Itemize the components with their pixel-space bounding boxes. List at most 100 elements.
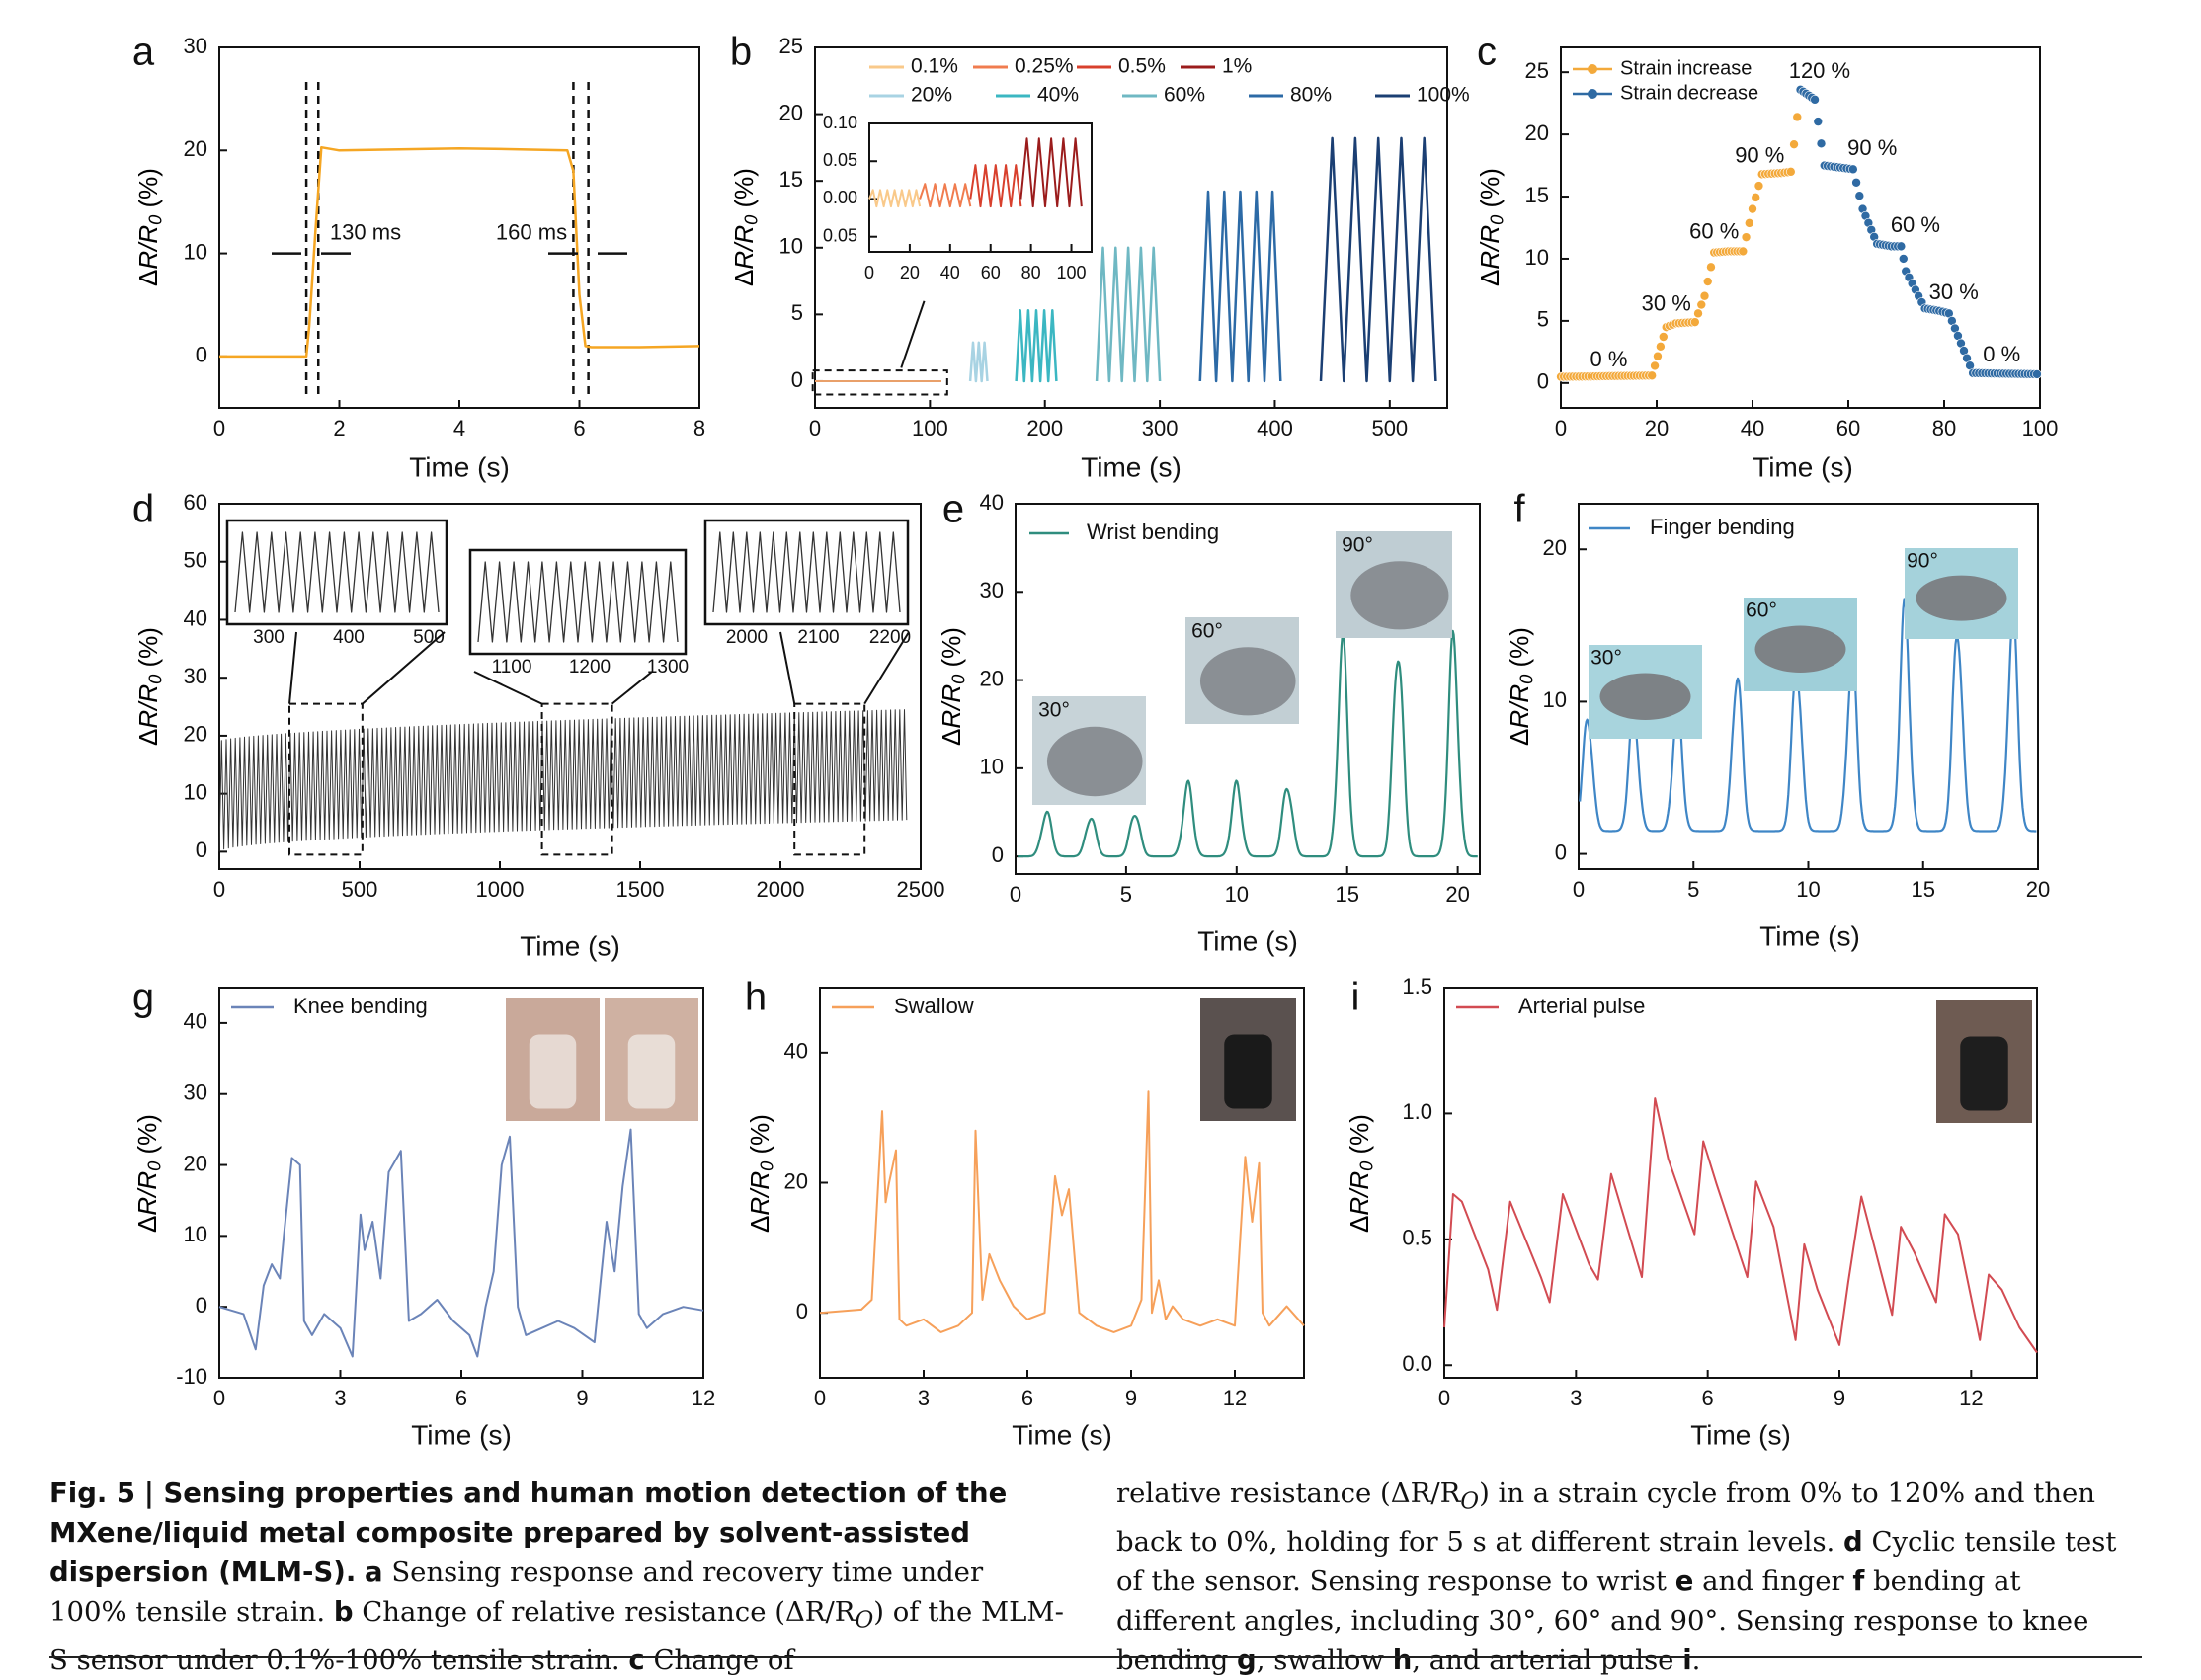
ylabel-sub: 0	[1516, 675, 1536, 684]
x-tick-label: 100	[912, 416, 948, 440]
strain-cycle-trace	[1198, 190, 1282, 383]
increase-marker	[1792, 112, 1803, 122]
x-tick-label: 500	[342, 877, 378, 902]
x-tick-label: 300	[1142, 416, 1179, 440]
ylabel-unit: (%)	[133, 168, 163, 215]
increase-marker	[1653, 351, 1663, 361]
angle-label: 30°	[1038, 699, 1070, 722]
caption-panel-ref: h	[1392, 1643, 1413, 1676]
y-tick-label: 0	[992, 842, 1004, 867]
x-tick-label: 5	[1120, 882, 1132, 907]
y-axis-label: ΔR/R0 (%)	[133, 168, 165, 286]
x-tick-label: 12	[1223, 1386, 1247, 1410]
x-tick-label: 2000	[757, 877, 805, 902]
y-tick-label: 30	[184, 1080, 207, 1105]
y-tick-label: 10	[184, 239, 207, 264]
ylabel-r: R/R	[133, 225, 163, 270]
x-tick-label: 400	[1257, 416, 1293, 440]
subject-shape	[529, 1034, 577, 1109]
legend-label: 0.25%	[1015, 55, 1074, 78]
legend-marker	[1588, 89, 1597, 99]
wrist-trace	[1017, 629, 1479, 858]
angle-label: 60°	[1746, 600, 1777, 622]
strain-level-label: 60 %	[1891, 212, 1940, 237]
x-tick-label: 100	[1057, 263, 1087, 282]
wrist-shape	[1350, 561, 1449, 630]
pulse-trace	[1443, 1097, 2038, 1354]
inset-arrow	[288, 631, 297, 704]
ylabel-delta: Δ	[1505, 729, 1534, 746]
increase-marker	[1706, 262, 1716, 273]
y-tick-label: 20	[1525, 120, 1549, 145]
y-tick-label: 40	[184, 1009, 207, 1034]
ylabel-unit: (%)	[1345, 1114, 1374, 1161]
x-tick-label: 6	[1702, 1386, 1714, 1410]
caption-panel-ref: g	[1237, 1643, 1257, 1676]
x-tick-label: 0	[1555, 416, 1567, 440]
strain-cycle-trace	[1319, 136, 1437, 383]
cyclic-trace	[218, 709, 908, 852]
panel-letter-b: b	[730, 31, 752, 74]
x-axis-label: Time (s)	[1197, 925, 1298, 956]
y-tick-label: 5	[1537, 307, 1549, 332]
y-axis-label: ΔR/R0 (%)	[133, 627, 165, 746]
inset-tick-label: 400	[333, 627, 365, 648]
inset-arrow	[779, 631, 796, 704]
x-tick-label: 0	[864, 263, 874, 282]
increase-marker	[1693, 308, 1703, 319]
ylabel-unit: (%)	[745, 1114, 774, 1161]
x-tick-label: 40	[940, 263, 960, 282]
y-tick-label: 0	[796, 1299, 808, 1323]
inset-tick-label: 2200	[869, 627, 911, 648]
y-tick-label: 10	[184, 779, 207, 804]
finger-trace	[1579, 598, 2037, 833]
strain-cycle-trace	[1015, 309, 1058, 383]
x-tick-label: 0	[809, 416, 821, 440]
bottom-rule	[49, 1656, 2142, 1658]
y-tick-label: 30	[184, 34, 207, 58]
legend-label: Strain increase	[1620, 57, 1752, 79]
y-tick-label: 15	[1525, 183, 1549, 207]
x-tick-label: 0	[1438, 1386, 1450, 1410]
x-tick-label: 6	[455, 1386, 467, 1410]
inset-cycles	[712, 531, 901, 613]
increase-marker	[1741, 232, 1752, 242]
strain-level-label: 90 %	[1847, 135, 1897, 160]
subject-shape	[1224, 1034, 1272, 1109]
legend-label: 1%	[1222, 55, 1252, 78]
y-tick-label: 0	[791, 367, 803, 392]
x-axis-label: Time (s)	[1759, 920, 1860, 951]
ylabel-r: R/R	[1475, 225, 1505, 270]
response-curve	[219, 145, 700, 359]
strain-cycle-trace	[1095, 246, 1162, 383]
y-tick-label: 10	[184, 1222, 207, 1246]
angle-label: 90°	[1342, 534, 1373, 557]
x-tick-label: 0	[213, 877, 225, 902]
legend-label: 60%	[1164, 84, 1205, 107]
subject-shape	[1960, 1036, 2008, 1111]
plot-frame	[218, 46, 700, 409]
x-tick-label: 9	[1125, 1386, 1137, 1410]
ylabel-r: R/R	[729, 225, 759, 270]
x-tick-label: 100	[2022, 416, 2059, 440]
increase-marker	[1647, 370, 1657, 381]
decrease-marker	[1848, 164, 1858, 175]
angle-label: 90°	[1907, 550, 1938, 573]
cycle-zoom-box	[288, 702, 364, 856]
zoom-box	[811, 369, 948, 396]
caption-panel-ref: a	[365, 1557, 383, 1588]
x-tick-label: 3	[334, 1386, 346, 1410]
x-axis-label: Time (s)	[1081, 451, 1182, 482]
x-tick-label: 9	[1834, 1386, 1845, 1410]
increase-marker	[1658, 332, 1669, 342]
x-tick-label: 0	[814, 1386, 826, 1410]
x-tick-label: 3	[918, 1386, 930, 1410]
increase-marker	[1690, 317, 1700, 327]
x-tick-label: 0	[1010, 882, 1021, 907]
y-tick-label: 0	[1537, 369, 1549, 394]
decrease-marker	[2032, 369, 2042, 379]
ylabel-sub: 0	[741, 215, 761, 225]
panel-letter-i: i	[1351, 976, 1360, 1019]
annotation-response: 130 ms	[330, 219, 401, 244]
legend-label: Wrist bending	[1087, 520, 1219, 544]
